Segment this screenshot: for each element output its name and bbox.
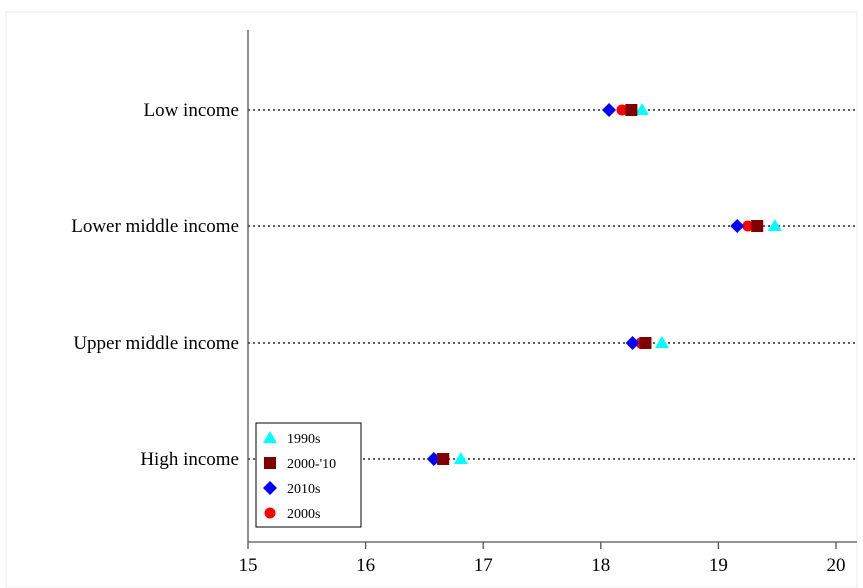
legend-marker-square: [264, 457, 276, 469]
data-point-circle: [742, 220, 754, 232]
legend-marker-triangle: [263, 431, 277, 443]
legend-label: 2010s: [287, 482, 320, 497]
data-point-diamond: [625, 336, 640, 350]
data-point-diamond: [730, 219, 745, 233]
legend-marker-circle: [264, 507, 276, 519]
data-point-square: [751, 220, 764, 232]
category-label: Low income: [143, 100, 239, 121]
legend-label: 2000-'10: [287, 457, 336, 472]
legend-label: 2000s: [287, 507, 320, 522]
category-labels: Low income Lower middle income Upper middl…: [71, 100, 239, 470]
axes: [247, 30, 857, 543]
data-markers: [426, 103, 782, 466]
data-point-triangle: [634, 103, 649, 115]
legend-label: 1990s: [287, 432, 320, 447]
x-tick-label: 17: [474, 555, 493, 576]
category-label: High income: [140, 449, 239, 470]
x-tick-label: 15: [239, 555, 258, 576]
x-tick-label: 20: [827, 555, 846, 576]
x-tick-label: 18: [591, 555, 610, 576]
data-point-triangle: [453, 452, 468, 464]
x-tick-labels: 15 16 17 18 19 20: [239, 542, 846, 576]
data-point-diamond: [602, 103, 617, 117]
data-point-circle: [616, 104, 628, 116]
data-point-square: [639, 337, 652, 349]
legend-marker-diamond: [263, 481, 277, 495]
x-tick-label: 19: [709, 555, 728, 576]
data-point-square: [625, 104, 638, 116]
grid-lines: [248, 109, 857, 460]
x-tick-label: 16: [356, 555, 375, 576]
category-label: Upper middle income: [73, 333, 239, 354]
data-point-square: [437, 453, 450, 465]
data-point-triangle: [654, 336, 669, 348]
category-label: Lower middle income: [71, 216, 239, 237]
chart-border: [5, 11, 858, 588]
data-point-triangle: [767, 219, 782, 231]
legend: 1990s 2000-'10 2010s 2000s: [255, 422, 362, 528]
